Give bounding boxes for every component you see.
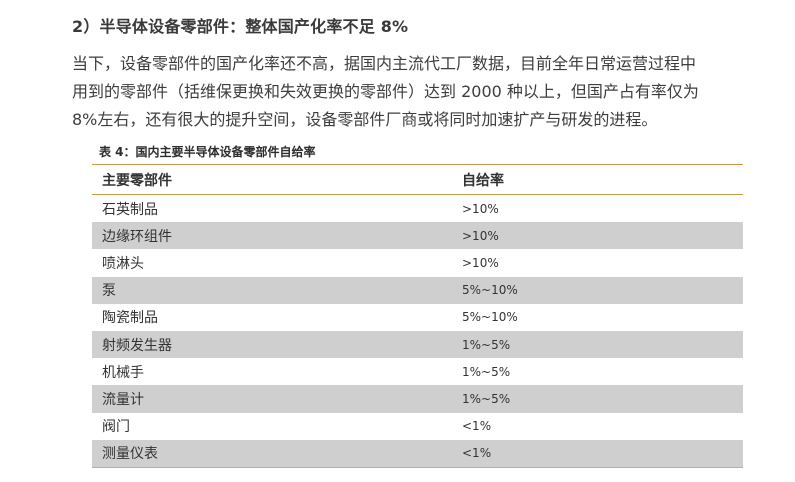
self-sufficiency-rate-cell: 1%~5% [462,364,511,379]
table-row: 陶瓷制品 5%~10% [92,304,743,331]
paragraph-line: 8%左右，还有很大的提升空间，设备零部件厂商或将同时加速扩产与研发的进程。 [72,110,658,129]
self-sufficiency-rate-cell: >10% [462,228,499,243]
table-caption: 表 4：国内主要半导体设备零部件自给率 [99,145,316,159]
self-sufficiency-rate-cell: 5%~10% [462,310,518,325]
paragraph-line: 当下，设备零部件的国产化率还不高，据国内主流代工厂数据，目前全年日常运营过程中 [72,54,697,73]
table-row: 边缘环组件 >10% [92,222,743,250]
part-name-cell: 陶瓷制品 [102,310,158,327]
table-row: 阀门 <1% [92,413,743,440]
self-sufficiency-rate-cell: 5%~10% [462,283,518,298]
self-sufficiency-rate-cell: <1% [462,446,492,461]
part-name-cell: 流量计 [102,391,144,408]
part-name-cell: 阀门 [102,419,130,436]
column-header-part: 主要零部件 [102,172,172,189]
self-sufficiency-rate-cell: >10% [462,255,499,270]
table-row: 流量计 1%~5% [92,385,743,413]
self-sufficiency-rate-cell: 1%~5% [462,337,511,352]
part-name-cell: 边缘环组件 [102,228,172,245]
part-name-cell: 机械手 [102,364,144,381]
table-row: 测量仪表 <1% [92,439,743,468]
self-sufficiency-rate-cell: >10% [462,201,499,216]
part-name-cell: 泵 [102,283,116,300]
table-body: 石英制品 >10% 边缘环组件 >10% 喷淋头 >10% 泵 5%~10% 陶瓷制品 5%~10… [92,195,743,468]
self-sufficiency-rate-cell: <1% [462,419,492,434]
table-row: 喷淋头 >10% [92,249,743,276]
body-paragraph: 当下，设备零部件的国产化率还不高，据国内主流代工厂数据，目前全年日常运营过程中 … [72,50,762,134]
table-header-row: 主要零部件 自给率 [92,165,743,195]
table-row: 石英制品 >10% [92,195,743,222]
part-name-cell: 石英制品 [102,201,158,218]
table-row: 射频发生器 1%~5% [92,330,743,359]
table-row: 机械手 1%~5% [92,358,743,385]
section-heading: 2）半导体设备零部件：整体国产化率不足 8% [72,17,409,36]
table-row: 泵 5%~10% [92,276,743,304]
part-name-cell: 测量仪表 [102,446,158,463]
self-sufficiency-rate-cell: 1%~5% [462,391,511,406]
part-name-cell: 喷淋头 [102,255,144,272]
parts-table: 主要零部件 自给率 石英制品 >10% 边缘环组件 >10% 喷淋头 >10% 泵 5%~10… [92,164,743,468]
part-name-cell: 射频发生器 [102,337,172,354]
paragraph-line: 用到的零部件（括维保更换和失效更换的零部件）达到 2000 种以上，但国产占有率… [72,82,699,101]
column-header-rate: 自给率 [462,172,504,189]
